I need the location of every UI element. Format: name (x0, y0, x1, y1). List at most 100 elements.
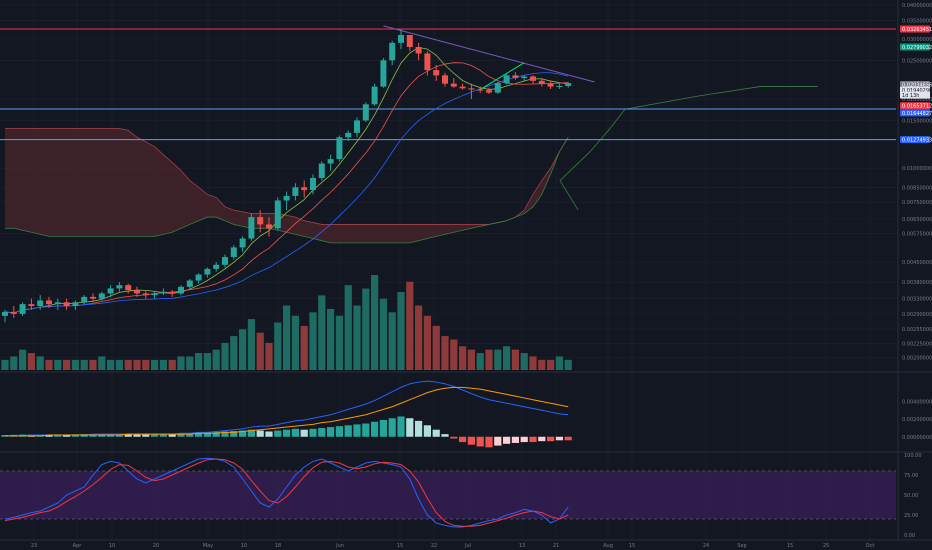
volume-bar (327, 308, 335, 370)
price-tick-label: 0.03500000 (902, 19, 932, 25)
time-tick-label: 22 (431, 543, 437, 549)
volume-bar (195, 353, 203, 370)
price-tag-timer (900, 91, 930, 99)
time-tick-label: Apr (73, 543, 83, 549)
macd-histogram-bar (54, 434, 62, 437)
volume-bar (45, 359, 53, 370)
candle-body (459, 86, 466, 89)
macd-histogram-bar (511, 436, 519, 443)
stoch-tick-label: 50.00 (904, 493, 918, 499)
volume-bar (564, 359, 572, 370)
volume-bar (397, 291, 405, 370)
time-tick-label: 20 (153, 543, 159, 549)
time-tick-label: Sep (737, 543, 746, 549)
macd-histogram-bar (520, 436, 528, 443)
volume-bar (415, 305, 423, 370)
price-tag-label: 0.02034656 (902, 83, 932, 89)
volume-bar (476, 353, 484, 370)
volume-bar (89, 359, 97, 370)
candle-body (142, 293, 149, 296)
moving-average-5 (4, 46, 569, 314)
macd-histogram-bar (45, 434, 53, 437)
macd-histogram-bar (142, 433, 150, 437)
candle-body (442, 75, 448, 84)
macd-histogram-bar (230, 431, 238, 437)
stoch-d-line (4, 458, 569, 527)
macd-tick-label: 0.00200000 (902, 417, 932, 423)
volume-bar (36, 356, 44, 370)
volume-bar (19, 349, 27, 370)
volume-bar (124, 359, 132, 370)
macd-histogram-bar (564, 436, 572, 441)
volume-bar (247, 319, 255, 370)
cloud-future-line (559, 86, 818, 211)
price-tag-resistance (900, 25, 930, 33)
macd-histogram-bar (344, 425, 352, 437)
candle-body (521, 76, 528, 79)
candle-body (433, 70, 440, 76)
volume-bar (239, 329, 247, 370)
time-tick-label: 10 (241, 543, 247, 549)
volume-bar (274, 322, 282, 370)
macd-tick-label: 0.00000000 (902, 435, 932, 441)
macd-histogram-bar (423, 425, 431, 437)
candle-body (63, 302, 70, 307)
volume-bar (300, 325, 308, 370)
time-tick-label: 24 (703, 543, 709, 549)
time-axis: 23 Apr 10 20 May 10 18 Jun 15 22 Jul 13 21 Aug 15 24 Sep… (31, 543, 875, 549)
macd-histogram-bar (265, 431, 273, 437)
candle-body (213, 264, 220, 269)
macd-histogram-bar (318, 427, 326, 437)
candle-body (345, 132, 352, 138)
volume-bar (511, 349, 519, 370)
candle-body (186, 280, 193, 287)
candle-body (134, 290, 140, 294)
price-tag-support_bottom (900, 109, 930, 117)
macd-histogram-bar (124, 433, 132, 437)
candle-body (327, 159, 334, 164)
candle-body (239, 238, 246, 248)
price-tag-label: 0.03263451 (902, 27, 932, 33)
volume-bar (159, 359, 167, 370)
price-tick-label: 0.00380000 (902, 280, 932, 286)
macd-histogram-bar (397, 416, 405, 437)
volume-series (1, 275, 572, 370)
volume-bar (133, 359, 141, 370)
candle-body (274, 200, 281, 229)
macd-histogram-bar (221, 431, 229, 437)
candle-body (257, 217, 264, 225)
volume-bar (520, 353, 528, 370)
macd-histogram-bar (133, 433, 141, 437)
volume-bar (10, 356, 18, 370)
volume-bar (379, 298, 387, 370)
candle-body (318, 163, 325, 178)
macd-histogram-bar (406, 418, 414, 437)
candle-body (415, 46, 422, 54)
macd-histogram-bar (203, 432, 211, 437)
time-tick-label: 15 (629, 543, 635, 549)
candle-body (477, 89, 484, 91)
volume-bar (450, 339, 458, 370)
candle-body (230, 247, 237, 258)
volume-bar (467, 349, 475, 370)
macd-histogram-bar (283, 429, 291, 437)
price-tag-label: 0.01644827 (902, 111, 932, 117)
candle-body (204, 268, 211, 275)
candle-body (2, 311, 8, 316)
volume-bar (459, 346, 467, 370)
candle-body (538, 80, 545, 84)
macd-histogram-bar (239, 430, 247, 437)
candle-body (371, 86, 378, 105)
moving-average-10 (4, 62, 569, 314)
candle-body (125, 285, 132, 291)
candle-body (81, 296, 88, 303)
macd-histogram-bar (71, 434, 79, 437)
candle-body (10, 311, 17, 314)
macd-histogram-bar (159, 433, 167, 437)
price-tick-label: 0.04000000 (902, 3, 932, 9)
candle-body (486, 90, 492, 93)
volume-bar (1, 359, 9, 370)
macd-histogram-bar (247, 429, 255, 437)
